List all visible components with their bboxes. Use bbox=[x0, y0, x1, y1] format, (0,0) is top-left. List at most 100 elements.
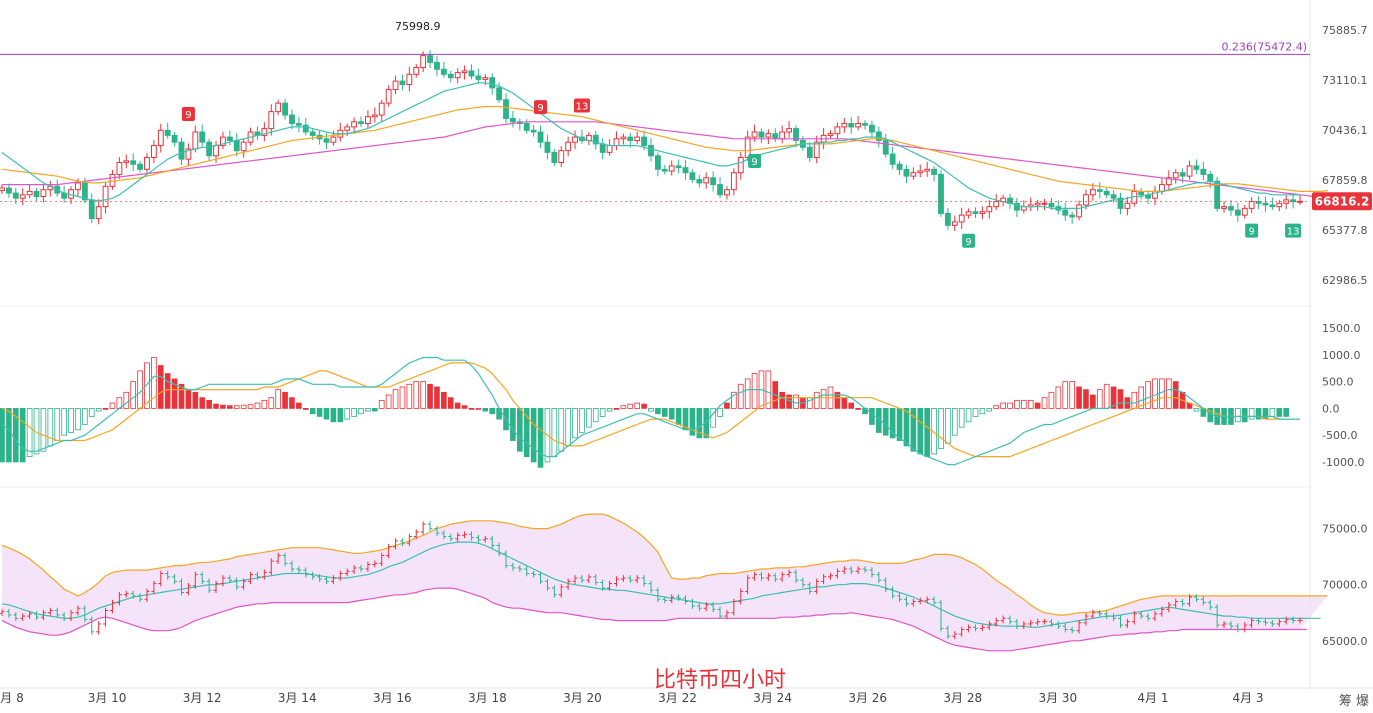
macd-bar-positive bbox=[413, 381, 420, 409]
candle-down bbox=[81, 182, 88, 201]
candle-up bbox=[986, 206, 993, 213]
candle-up bbox=[1041, 202, 1048, 205]
macd-bar-negative bbox=[19, 407, 26, 463]
candle-down bbox=[938, 173, 944, 214]
macd-bar-negative bbox=[1255, 407, 1262, 420]
corner-tools-label: 筹 爆 bbox=[1338, 694, 1369, 709]
candle-up bbox=[958, 214, 965, 223]
candle-up bbox=[344, 126, 351, 131]
candle-down bbox=[5, 187, 12, 194]
candle-down bbox=[427, 55, 433, 63]
candle-up bbox=[275, 102, 282, 113]
macd-bar-negative bbox=[61, 407, 67, 436]
macd-bar-positive bbox=[185, 389, 192, 409]
macd-bar-negative bbox=[482, 407, 489, 412]
candle-down bbox=[758, 131, 765, 138]
candle-down bbox=[88, 199, 95, 220]
macd-bar-negative bbox=[26, 407, 33, 458]
macd-bar-positive bbox=[220, 404, 226, 409]
candle-down bbox=[323, 138, 330, 143]
date-tick-label: 3月 24 bbox=[753, 691, 792, 705]
candle-up bbox=[420, 55, 427, 69]
macd-bar-positive bbox=[1166, 378, 1172, 409]
candle-up bbox=[786, 128, 793, 133]
candle-down bbox=[544, 141, 551, 153]
candle-up bbox=[827, 133, 834, 136]
candle-down bbox=[1069, 214, 1076, 218]
candle-down bbox=[717, 184, 723, 196]
price-panel: 9 9 13 9 9 9 13 bbox=[0, 50, 1342, 248]
macd-bar-negative bbox=[365, 407, 371, 412]
candle-down bbox=[530, 129, 537, 133]
date-tick-label: 月 8 bbox=[0, 691, 23, 705]
macd-bar-negative bbox=[924, 407, 930, 458]
macd-bar-positive bbox=[289, 397, 295, 409]
candle-up bbox=[109, 173, 116, 187]
candle-down bbox=[772, 133, 779, 140]
candle-down bbox=[509, 117, 516, 123]
candle-up bbox=[19, 194, 26, 199]
candle-up bbox=[261, 128, 268, 136]
candle-up bbox=[565, 141, 572, 152]
macd-bar-positive bbox=[841, 397, 848, 409]
macd-bar-positive bbox=[855, 407, 861, 410]
candle-down bbox=[1228, 206, 1234, 211]
macd-bar-negative bbox=[537, 407, 544, 468]
macd-bar-negative bbox=[910, 407, 917, 452]
candle-down bbox=[931, 168, 937, 175]
macd-bar-negative bbox=[358, 407, 364, 415]
candle-down bbox=[641, 136, 648, 147]
macd-bar-positive bbox=[641, 403, 647, 409]
date-tick-label: 3月 12 bbox=[183, 691, 222, 705]
candle-down bbox=[1062, 209, 1069, 216]
candle-down bbox=[496, 87, 503, 101]
candle-up bbox=[371, 114, 378, 118]
candle-up bbox=[75, 182, 81, 191]
macd-bar-positive bbox=[192, 391, 199, 409]
macd-bar-positive bbox=[1076, 386, 1082, 409]
macd-tick-label: 1500.0 bbox=[1322, 322, 1361, 335]
macd-bar-positive bbox=[434, 386, 440, 409]
candle-up bbox=[0, 187, 5, 192]
macd-bar-positive bbox=[1021, 399, 1027, 409]
macd-bar-negative bbox=[82, 407, 88, 425]
macd-panel bbox=[0, 356, 1300, 468]
date-tick-label: 3月 14 bbox=[278, 691, 317, 705]
candle-up bbox=[220, 136, 226, 147]
macd-bar-positive bbox=[378, 399, 385, 409]
candle-down bbox=[875, 131, 882, 141]
candle-up bbox=[1221, 206, 1227, 209]
macd-bar-positive bbox=[157, 365, 164, 409]
candle-up bbox=[951, 221, 958, 226]
candle-up bbox=[461, 70, 468, 74]
candle-up bbox=[40, 189, 47, 197]
bollinger-upper-line bbox=[1, 513, 1328, 616]
macd-axis: 1500.0 1000.0 500.0 0.0 -500.0 -1000.0 bbox=[1322, 322, 1364, 469]
candle-up bbox=[185, 148, 192, 160]
macd-bar-positive bbox=[109, 402, 116, 409]
macd-bar-negative bbox=[972, 407, 979, 417]
macd-bar-negative bbox=[1283, 407, 1290, 417]
macd-bar-positive bbox=[302, 407, 309, 410]
candle-down bbox=[1207, 173, 1214, 182]
candle-up bbox=[1172, 172, 1179, 179]
candle-up bbox=[737, 156, 744, 174]
candle-up bbox=[1124, 202, 1131, 209]
date-tick-label: 3月 28 bbox=[943, 691, 982, 705]
macd-bar-positive bbox=[420, 381, 426, 409]
macd-bar-positive bbox=[786, 394, 792, 409]
macd-bar-negative bbox=[1235, 407, 1241, 423]
macd-bar-positive bbox=[1041, 397, 1048, 409]
macd-tick-label: -1000.0 bbox=[1322, 456, 1364, 469]
macd-bar-positive bbox=[213, 403, 219, 409]
candle-down bbox=[440, 68, 447, 75]
macd-bar-positive bbox=[475, 407, 482, 410]
macd-bar-positive bbox=[282, 391, 288, 409]
candle-down bbox=[1048, 202, 1055, 208]
candle-up bbox=[26, 190, 33, 196]
macd-bar-positive bbox=[406, 383, 413, 409]
bollinger-tick-label: 75000.0 bbox=[1322, 523, 1368, 536]
macd-bar-negative bbox=[606, 407, 613, 412]
macd-bar-negative bbox=[572, 407, 578, 439]
